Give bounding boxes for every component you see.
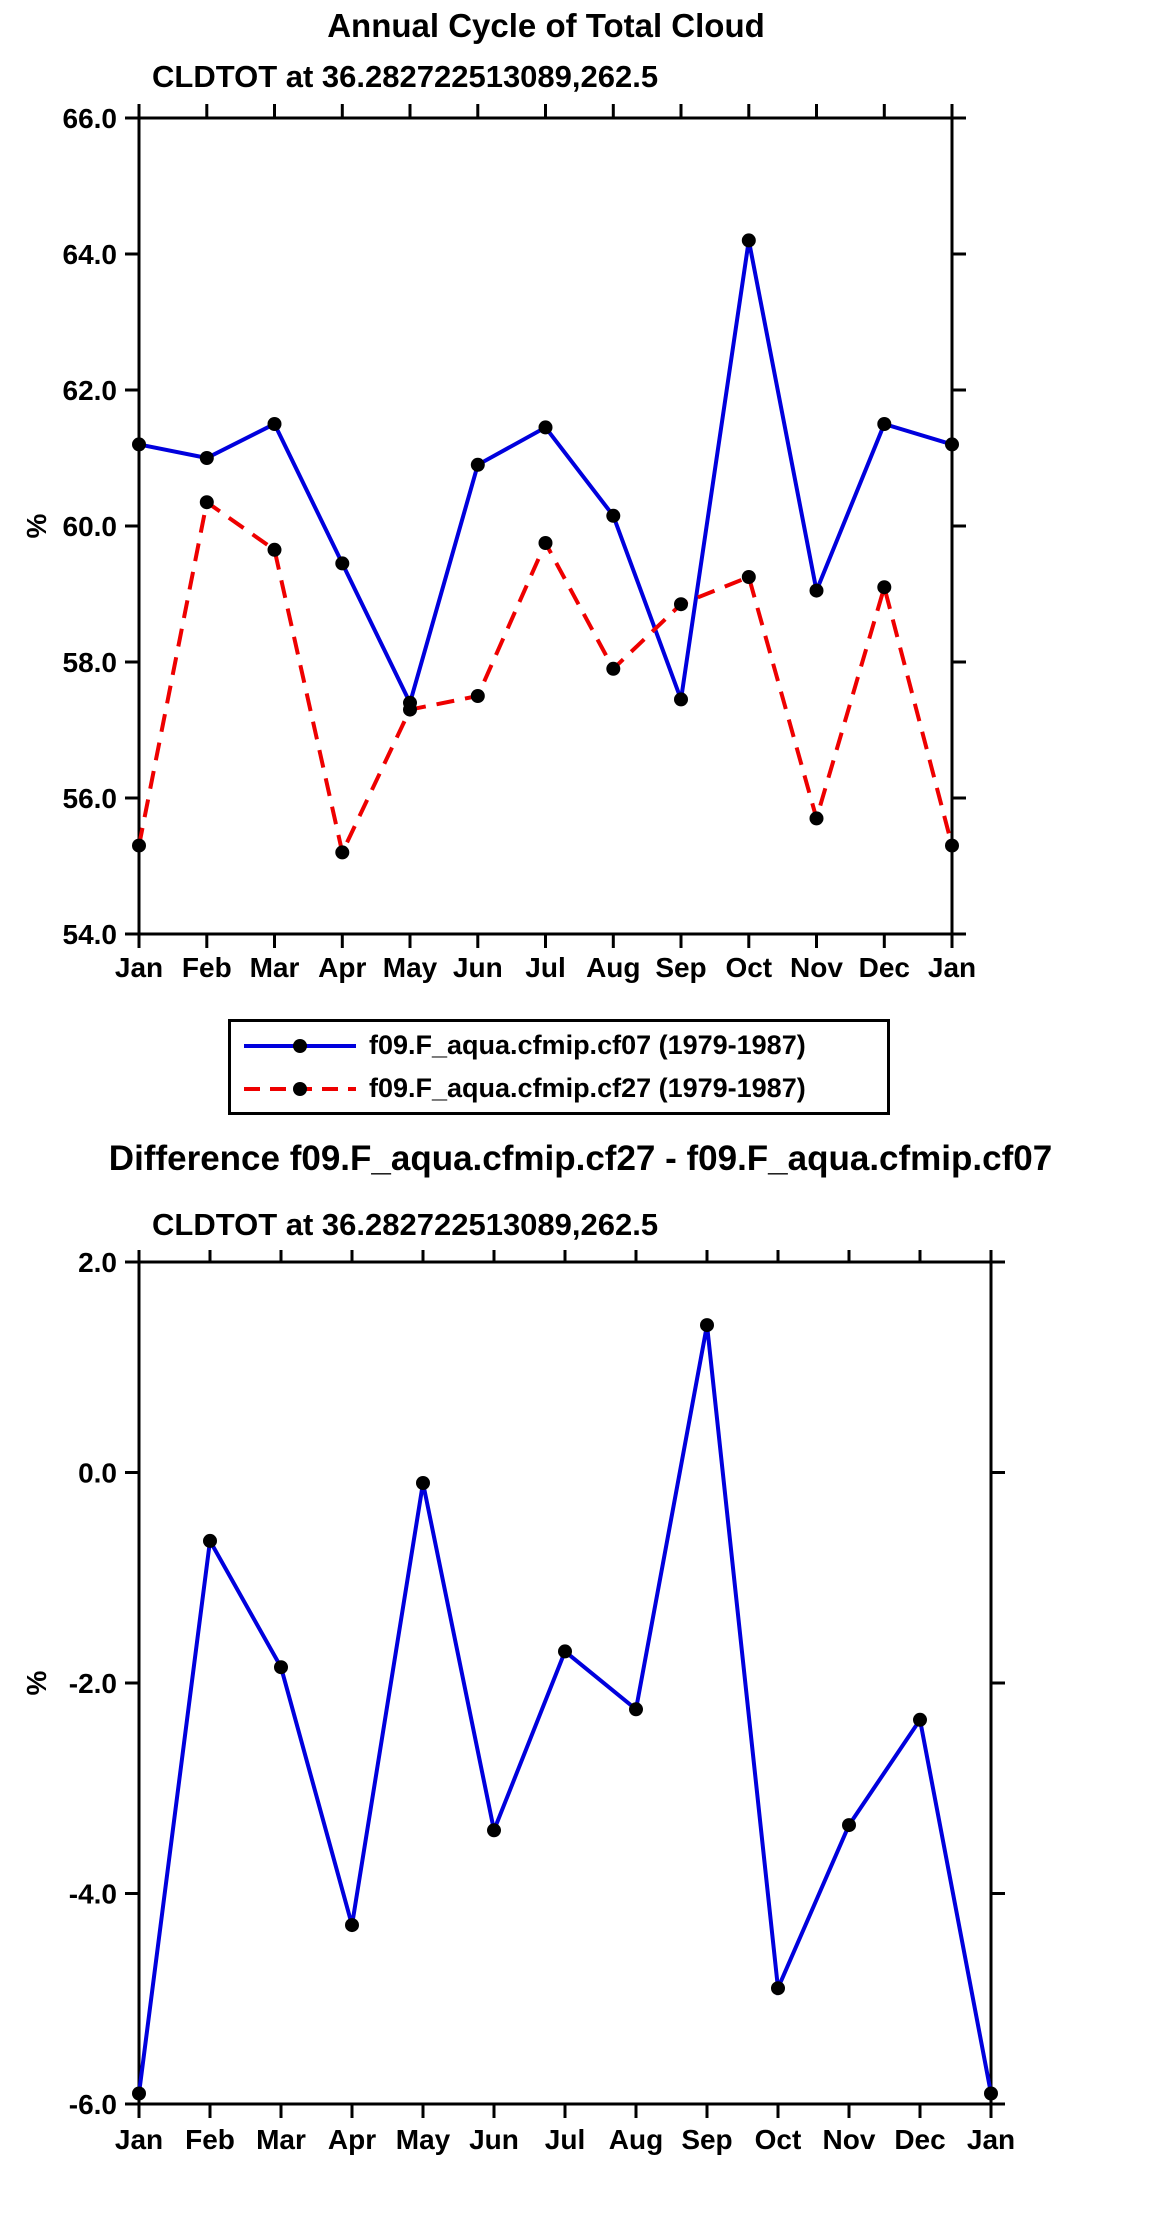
data-point-marker bbox=[877, 417, 892, 431]
top-line-chart: Jan Feb Mar Apr May Jun Jul Aug Sep Oct Nov Dec Jan5… bbox=[21, 103, 976, 983]
data-point-marker bbox=[629, 1702, 643, 1717]
x-tick-label: Jun bbox=[453, 952, 503, 983]
y-axis-label: % bbox=[21, 1670, 52, 1695]
data-point-marker bbox=[267, 542, 282, 557]
data-point-marker bbox=[984, 2086, 998, 2101]
y-tick-label: 54.0 bbox=[63, 919, 118, 950]
legend-label-cf07: f09.F_aqua.cfmip.cf07 (1979-1987) bbox=[369, 1030, 806, 1060]
y-tick-label: 62.0 bbox=[63, 375, 118, 406]
data-point-marker bbox=[538, 536, 553, 550]
difference-chart-title: Difference f09.F_aqua.cfmip.cf27 - f09.F… bbox=[108, 1139, 1053, 1178]
data-point-marker bbox=[538, 420, 553, 435]
x-tick-label: Aug bbox=[609, 2124, 663, 2155]
x-tick-label: Sep bbox=[655, 952, 706, 983]
data-point-marker bbox=[470, 689, 485, 703]
x-tick-label: Jun bbox=[469, 2124, 519, 2155]
series-line bbox=[137, 1324, 993, 2094]
data-point-marker bbox=[741, 233, 756, 248]
data-point-marker bbox=[913, 1712, 927, 1727]
x-tick-label: Jan bbox=[115, 2124, 163, 2155]
data-point-marker bbox=[877, 580, 892, 595]
data-point-marker bbox=[203, 1533, 217, 1548]
data-point-marker bbox=[335, 845, 350, 860]
x-tick-label: Oct bbox=[725, 952, 772, 983]
data-point-marker bbox=[132, 2086, 146, 2101]
data-point-marker bbox=[674, 692, 688, 707]
x-tick-label: Apr bbox=[318, 952, 366, 983]
data-point-marker bbox=[809, 583, 824, 598]
data-point-marker bbox=[558, 1644, 572, 1659]
data-point-marker bbox=[199, 451, 214, 465]
x-tick-label: Jan bbox=[115, 952, 163, 983]
legend-line-sample-dashed bbox=[244, 1081, 356, 1096]
x-tick-label: Jan bbox=[967, 2124, 1015, 2155]
data-point-marker bbox=[945, 838, 959, 853]
legend-marker-dot bbox=[293, 1081, 307, 1096]
x-tick-label: May bbox=[383, 952, 438, 983]
legend: f09.F_aqua.cfmip.cf07 (1979-1987) f09.F_… bbox=[228, 1019, 890, 1115]
x-tick-label: May bbox=[396, 2124, 451, 2155]
y-tick-label: -2.0 bbox=[69, 1668, 117, 1699]
series-line bbox=[138, 240, 953, 709]
y-tick-label: 66.0 bbox=[63, 103, 118, 134]
x-tick-label: Mar bbox=[250, 952, 300, 983]
x-tick-label: Feb bbox=[182, 952, 232, 983]
x-tick-label: Feb bbox=[185, 2124, 235, 2155]
plot-frame bbox=[137, 1260, 993, 2106]
top-chart-title: Annual Cycle of Total Cloud bbox=[327, 7, 765, 44]
data-point-marker bbox=[274, 1660, 288, 1675]
y-tick-label: -6.0 bbox=[69, 2089, 117, 2120]
difference-chart-subtitle: CLDTOT at 36.282722513089,262.5 bbox=[152, 1207, 659, 1242]
x-tick-label: Aug bbox=[586, 952, 640, 983]
x-tick-label: Nov bbox=[823, 2124, 876, 2155]
data-point-marker bbox=[700, 1318, 714, 1333]
y-tick-label: 60.0 bbox=[63, 511, 118, 542]
data-point-marker bbox=[132, 838, 146, 853]
y-tick-label: 56.0 bbox=[63, 783, 118, 814]
y-tick-label: 0.0 bbox=[78, 1458, 117, 1489]
top-chart-subtitle: CLDTOT at 36.282722513089,262.5 bbox=[152, 59, 659, 94]
data-point-marker bbox=[416, 1476, 430, 1490]
data-point-marker bbox=[345, 1918, 359, 1933]
data-point-marker bbox=[842, 1818, 856, 1833]
legend-marker-dot bbox=[293, 1038, 307, 1053]
legend-label-cf27: f09.F_aqua.cfmip.cf27 (1979-1987) bbox=[369, 1073, 806, 1103]
data-point-marker bbox=[470, 457, 485, 472]
x-tick-label: Apr bbox=[328, 2124, 376, 2155]
data-point-marker bbox=[606, 508, 621, 523]
difference-line-chart: Jan Feb Mar Apr May Jun Jul Aug Sep Oct Nov Dec Jan -… bbox=[21, 1250, 1015, 2155]
data-point-marker bbox=[945, 437, 959, 452]
data-point-marker bbox=[674, 597, 688, 612]
x-tick-label: Jan bbox=[928, 952, 976, 983]
data-point-marker bbox=[606, 661, 621, 676]
data-point-marker bbox=[741, 570, 756, 584]
data-point-marker bbox=[132, 437, 146, 452]
x-tick-label: Sep bbox=[681, 2124, 732, 2155]
x-tick-label: Dec bbox=[894, 2124, 945, 2155]
y-tick-label: 64.0 bbox=[63, 239, 118, 270]
x-tick-label: Jul bbox=[545, 2124, 585, 2155]
plot-frame bbox=[137, 116, 954, 936]
y-tick-label: 58.0 bbox=[63, 647, 118, 678]
x-tick-label: Mar bbox=[256, 2124, 306, 2155]
legend-line-sample-solid bbox=[244, 1038, 356, 1053]
x-tick-label: Jul bbox=[525, 952, 565, 983]
data-point-marker bbox=[403, 702, 417, 717]
x-tick-label: Dec bbox=[859, 952, 910, 983]
data-point-marker bbox=[199, 495, 214, 510]
y-axis-label: % bbox=[21, 513, 52, 538]
x-tick-label: Oct bbox=[755, 2124, 802, 2155]
legend-entry-cf27: f09.F_aqua.cfmip.cf27 (1979-1987) bbox=[239, 1073, 879, 1104]
data-point-marker bbox=[267, 417, 282, 431]
x-tick-label: Nov bbox=[790, 952, 843, 983]
y-tick-label: -4.0 bbox=[69, 1879, 117, 1910]
data-point-marker bbox=[771, 1981, 785, 1996]
data-point-marker bbox=[487, 1823, 501, 1838]
y-tick-label: 2.0 bbox=[78, 1250, 117, 1278]
data-point-marker bbox=[335, 556, 350, 571]
legend-entry-cf07: f09.F_aqua.cfmip.cf07 (1979-1987) bbox=[239, 1030, 879, 1061]
data-point-marker bbox=[809, 811, 824, 826]
